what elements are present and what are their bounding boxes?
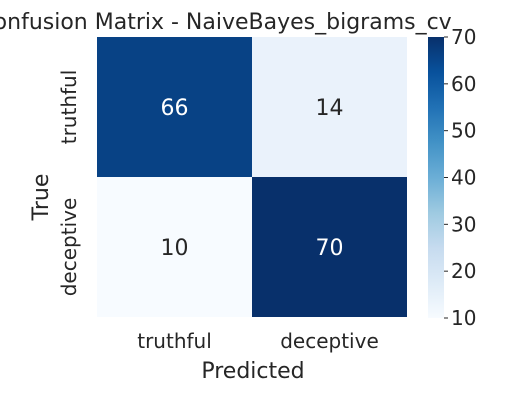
colorbar-tick-label: 60 xyxy=(451,72,476,96)
cell-value-label: 70 xyxy=(316,236,344,261)
cell-value-label: 14 xyxy=(316,96,344,121)
y-axis-label: True xyxy=(29,174,54,222)
cell-value-label: 66 xyxy=(161,96,189,121)
colorbar-tick-label: 10 xyxy=(451,306,476,330)
colorbar-tick-label: 40 xyxy=(451,166,476,190)
heatmap-cells xyxy=(97,37,407,317)
colorbar-tick-label: 50 xyxy=(451,119,476,143)
y-tick-label: deceptive xyxy=(57,198,81,297)
heatmap-cell-labels: 66 14 10 70 xyxy=(161,96,344,261)
colorbar-tick-labels: 10 20 30 40 50 60 70 xyxy=(444,25,476,330)
colorbar-tick-label: 20 xyxy=(451,259,476,283)
chart-title: Confusion Matrix - NaiveBayes_bigrams_cv xyxy=(0,10,452,35)
heatmap-cell xyxy=(97,37,252,177)
colorbar-tick-label: 30 xyxy=(451,212,476,236)
heatmap-cell xyxy=(97,177,252,317)
colorbar-tick-label: 70 xyxy=(451,25,476,49)
colorbar xyxy=(428,37,444,318)
y-tick-label: truthful xyxy=(57,70,81,145)
y-tick-labels: truthful deceptive xyxy=(57,70,81,297)
x-axis-label: Predicted xyxy=(201,359,304,384)
x-tick-label: truthful xyxy=(137,329,212,353)
heatmap-cell xyxy=(252,177,407,317)
heatmap-cell xyxy=(252,37,407,177)
x-tick-label: deceptive xyxy=(280,329,379,353)
x-tick-labels: truthful deceptive xyxy=(137,329,379,353)
cell-value-label: 10 xyxy=(161,236,189,261)
